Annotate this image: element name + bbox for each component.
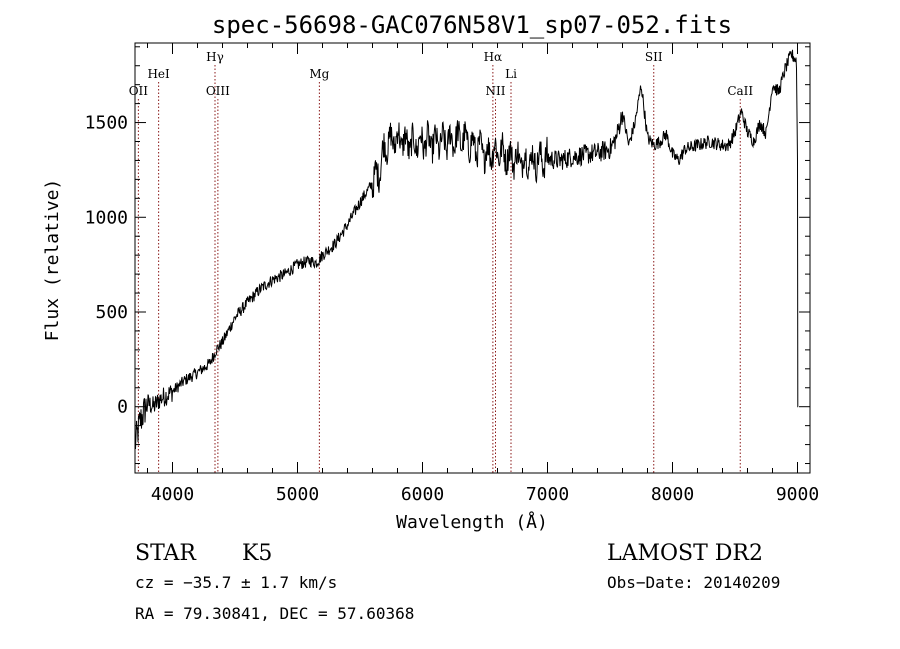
x-tick-label: 5000 [276, 484, 319, 505]
spectral-line-label: OIII [206, 84, 230, 98]
x-tick-label: 8000 [651, 484, 694, 505]
plot-frame [134, 42, 811, 474]
obs-date-text: Obs−Date: 20140209 [607, 573, 780, 592]
chart-title: spec-56698-GAC076N58V1_sp07-052.fits [212, 11, 732, 39]
spectrum-line [134, 49, 799, 450]
y-tick-label: 1000 [85, 207, 128, 228]
survey-name: LAMOST DR2 [607, 541, 763, 566]
y-axis-label: Flux (relative) [42, 179, 63, 342]
y-tick-label: 1500 [85, 113, 128, 134]
spectral-line-label: Hα [484, 50, 503, 64]
redshift-text: cz = −35.7 ± 1.7 km/s [135, 573, 337, 592]
spectral-lines-layer: OII HeI Hγ OIII Mg Hα NII Li SII CaII [129, 50, 753, 473]
x-tick-label: 4000 [151, 484, 194, 505]
y-tick-label: 500 [95, 302, 128, 323]
x-axis-label: Wavelength (Å) [396, 511, 548, 533]
object-subclass: K5 [242, 541, 272, 566]
x-tick-label: 9000 [776, 484, 819, 505]
axis-ticks-layer: 4000 5000 6000 7000 8000 9000 0 500 1000 1500 [85, 43, 819, 505]
spectral-line-label: Mg [309, 67, 329, 81]
spectral-line-label: Li [505, 67, 517, 81]
spectral-line-label: SII [645, 50, 663, 64]
coordinates-text: RA = 79.30841, DEC = 57.60368 [135, 604, 414, 623]
object-class: STAR [135, 541, 197, 566]
y-tick-label: 0 [117, 397, 128, 418]
spectral-line-label: Hγ [206, 50, 224, 64]
spectral-line-label: NII [486, 84, 506, 98]
spectral-line-label: CaII [727, 84, 753, 98]
spectral-line-label: OII [129, 84, 149, 98]
spectral-line-label: HeI [147, 67, 170, 81]
x-tick-label: 6000 [401, 484, 444, 505]
x-tick-label: 7000 [526, 484, 569, 505]
